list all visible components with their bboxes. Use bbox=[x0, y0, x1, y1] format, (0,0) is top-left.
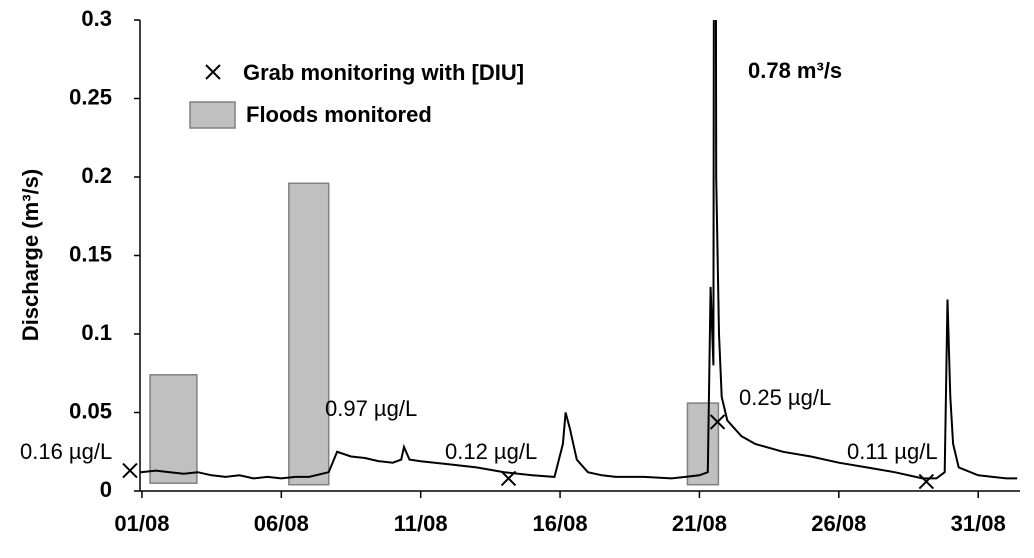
y-tick-label: 0.15 bbox=[69, 241, 112, 266]
y-tick-label: 0.25 bbox=[69, 84, 112, 109]
legend-label: Grab monitoring with [DIU] bbox=[243, 60, 524, 85]
grab-point bbox=[122, 462, 138, 479]
x-tick-label: 11/08 bbox=[394, 511, 448, 536]
y-tick-label: 0.1 bbox=[81, 320, 112, 345]
annotation: 0.25 µg/L bbox=[739, 385, 831, 410]
legend-label: Floods monitored bbox=[246, 102, 432, 127]
annotation: 0.97 µg/L bbox=[325, 396, 417, 421]
legend-marker bbox=[205, 64, 221, 80]
annotation: 0.16 µg/L bbox=[20, 439, 112, 464]
y-tick-label: 0.3 bbox=[81, 6, 112, 31]
grab-point bbox=[709, 414, 726, 430]
annotation: 0.12 µg/L bbox=[445, 439, 537, 464]
x-tick-label: 01/08 bbox=[114, 511, 169, 536]
annotation: 0.11 µg/L bbox=[847, 439, 938, 464]
flood-bar bbox=[149, 374, 198, 484]
legend-swatch bbox=[189, 101, 236, 129]
line-group bbox=[140, 20, 1018, 480]
y-tick-label: 0 bbox=[100, 477, 112, 502]
y-tick-label: 0.2 bbox=[81, 163, 112, 188]
y-tick-label: 0.05 bbox=[69, 398, 112, 423]
x-tick-label: 26/08 bbox=[811, 511, 866, 536]
flood-bar bbox=[288, 182, 330, 486]
x-tick-label: 06/08 bbox=[254, 511, 309, 536]
x-tick-label: 21/08 bbox=[672, 511, 727, 536]
grab-point bbox=[918, 473, 935, 490]
x-tick-label: 31/08 bbox=[951, 511, 1006, 536]
flood-bar bbox=[686, 402, 720, 486]
y-axis-title: Discharge (m³/s) bbox=[18, 169, 43, 341]
x-tick-label: 16/08 bbox=[533, 511, 588, 536]
annotation: 0.78 m³/s bbox=[748, 58, 842, 83]
grab-point bbox=[500, 470, 517, 487]
discharge-line bbox=[140, 20, 1018, 480]
